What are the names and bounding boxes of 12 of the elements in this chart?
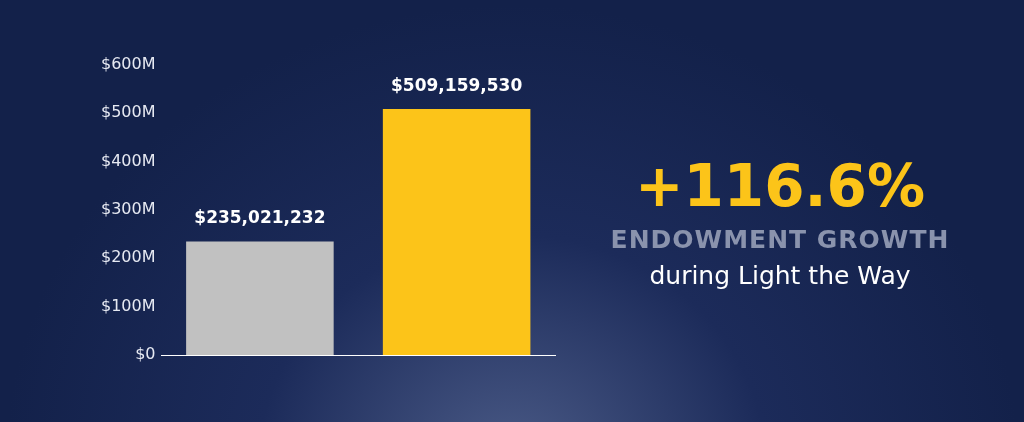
y-tick-label: $100M <box>100 295 156 315</box>
y-tick-label: $400M <box>100 150 156 170</box>
y-tick-label: $300M <box>100 199 156 219</box>
text: +116.6% <box>633 151 927 222</box>
data-label: $235,021,232 <box>194 207 326 228</box>
y-tick-label: $200M <box>100 247 156 267</box>
y-tick-label: $0 <box>135 344 156 364</box>
data-label: $509,159,530 <box>391 74 523 95</box>
y-tick-label: $600M <box>100 54 156 74</box>
text: ENDOWMENT GROWTH <box>609 224 951 256</box>
text: during Light the Way <box>648 260 912 292</box>
y-tick-label: $500M <box>100 102 156 122</box>
